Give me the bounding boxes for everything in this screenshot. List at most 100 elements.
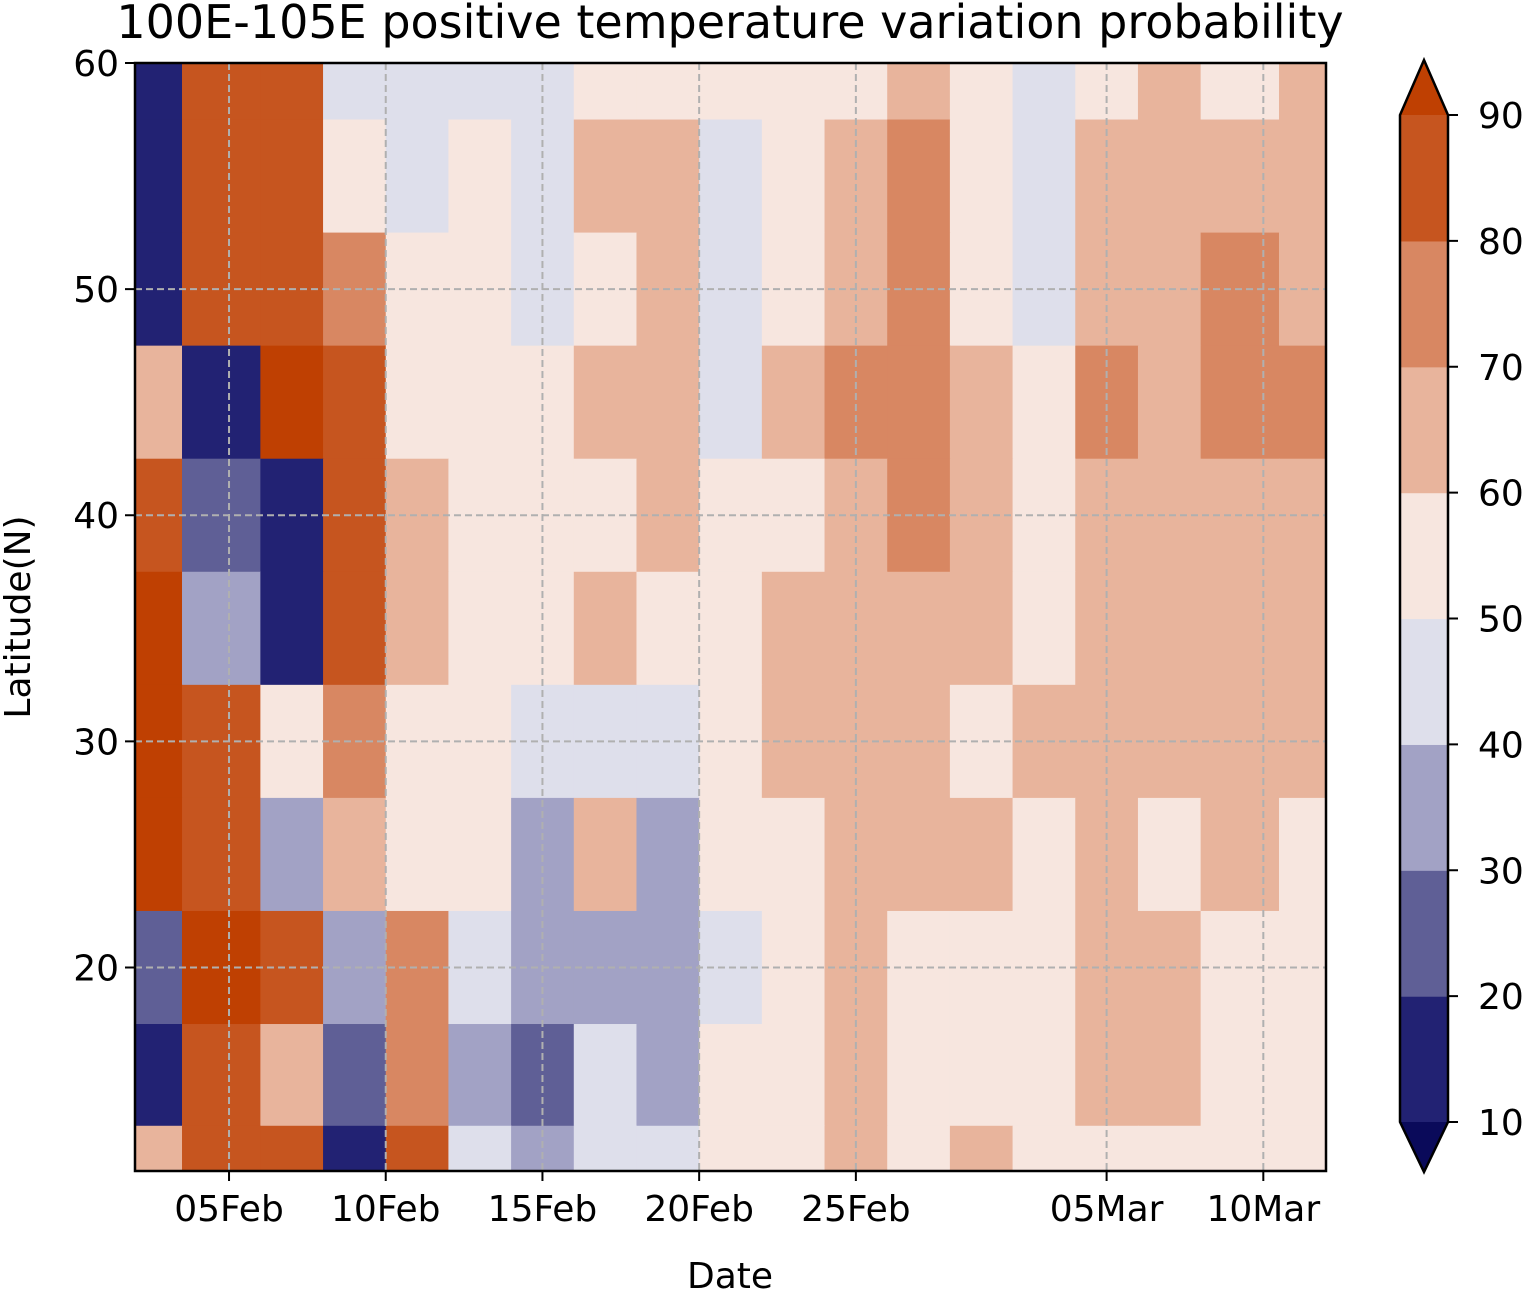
x-axis-label: Date [687,1256,773,1290]
heatmap-cell [573,1024,638,1127]
x-tick-label: 05Mar [1050,1189,1164,1230]
heatmap-cell [573,797,638,912]
colorbar-segment [1400,744,1448,871]
x-tick-label: 15Feb [488,1189,598,1230]
heatmap-cell [949,458,1014,573]
heatmap-cell [1200,1024,1280,1127]
colorbar-segment [1400,366,1448,494]
colorbar-segment [1400,492,1448,620]
heatmap-cell [949,571,1014,686]
heatmap-cell [949,797,1014,912]
heatmap-cell [573,1125,638,1171]
heatmap-cell [636,63,700,121]
heatmap-cell [1200,797,1280,912]
heatmap-cell [1137,63,1202,121]
heatmap-cell [1012,571,1076,686]
colorbar-tick-label: 80 [1478,222,1524,263]
chart-title: 100E-105E positive temperature variation… [116,0,1343,49]
heatmap-cell [761,684,826,799]
heatmap-cell [385,571,450,686]
heatmap-cell [1137,571,1202,686]
heatmap-cell [182,63,261,121]
heatmap-cell [949,684,1014,799]
heatmap-cell [135,345,183,460]
heatmap-cells [135,63,1326,1171]
heatmap-cell [699,1024,763,1127]
y-tick-label: 30 [73,722,119,763]
heatmap-cell [260,1024,324,1127]
heatmap-cell [135,119,183,234]
colorbar-tick-label: 20 [1478,977,1524,1018]
y-tick-label: 40 [73,496,119,537]
heatmap-cell [323,1125,387,1171]
colorbar-tick-label: 60 [1478,474,1524,515]
heatmap-cell [323,63,387,121]
heatmap-cell [135,1125,183,1171]
heatmap-cell [949,63,1014,121]
colorbar-tick-label: 40 [1478,725,1524,766]
heatmap-cell [323,345,387,460]
x-tick-label: 10Mar [1206,1189,1320,1230]
heatmap-cell [949,910,1014,1025]
heatmap-cell [1012,910,1076,1025]
heatmap-cell [135,797,183,912]
heatmap-cell [182,1024,261,1127]
heatmap-cell [1012,684,1076,799]
heatmap-cell [1200,119,1280,234]
heatmap-cell [385,119,450,234]
heatmap-cell [448,345,512,460]
colorbar-segment [1400,240,1448,368]
y-tick-label: 20 [73,948,119,989]
x-tick-label: 25Feb [801,1189,911,1230]
y-axis: 20 30 40 50 60 [73,44,135,989]
heatmap-cell [1012,63,1076,121]
heatmap-cell [761,571,826,686]
heatmap-cell [1137,797,1202,912]
heatmap-cell [1012,1024,1076,1127]
heatmap-cell [1278,119,1326,234]
heatmap-cell [182,119,261,234]
heatmap-cell [573,232,638,347]
heatmap-cell [1012,458,1076,573]
heatmap-cell [699,571,763,686]
heatmap-cell [573,119,638,234]
plot-frame [133,61,1328,1173]
heatmap-cell [182,1125,261,1171]
heatmap-cell [949,1125,1014,1171]
heatmap-cell [260,1125,324,1171]
heatmap-cell [448,1024,512,1127]
heatmap-cell [135,63,183,121]
colorbar-tick-label: 90 [1478,96,1524,137]
heatmap-cell [699,345,763,460]
heatmap-cell [636,1125,700,1171]
heatmap-cell [1012,345,1076,460]
heatmap-cell [260,797,324,912]
heatmap-cell [323,571,387,686]
heatmap-cell [949,232,1014,347]
heatmap-cell [1278,345,1326,460]
heatmap-cell [1200,345,1280,460]
colorbar-tick-label: 50 [1478,600,1524,641]
heatmap-cell [260,571,324,686]
heatmap-cell [636,1024,700,1127]
heatmap-cell [699,119,763,234]
heatmap-cell [385,232,450,347]
heatmap-cell [448,119,512,234]
heatmap-cell [323,232,387,347]
heatmap-cell [636,345,700,460]
x-tick-label: 20Feb [644,1189,754,1230]
heatmap-cell [573,684,638,799]
heatmap-cell [135,571,183,686]
heatmap-cell [1278,797,1326,912]
y-tick-label: 50 [73,270,119,311]
colorbar-segment [1400,115,1448,242]
colorbar-extend-low [1400,1122,1448,1172]
heatmap-cell [887,119,951,234]
heatmap-cell [1137,1125,1202,1171]
heatmap-cell [761,345,826,460]
colorbar-extend-high [1400,60,1448,115]
heatmap-cell [761,458,826,573]
heatmap-cell [1012,119,1076,234]
heatmap-cell [573,910,638,1025]
heatmap-cell [385,345,450,460]
